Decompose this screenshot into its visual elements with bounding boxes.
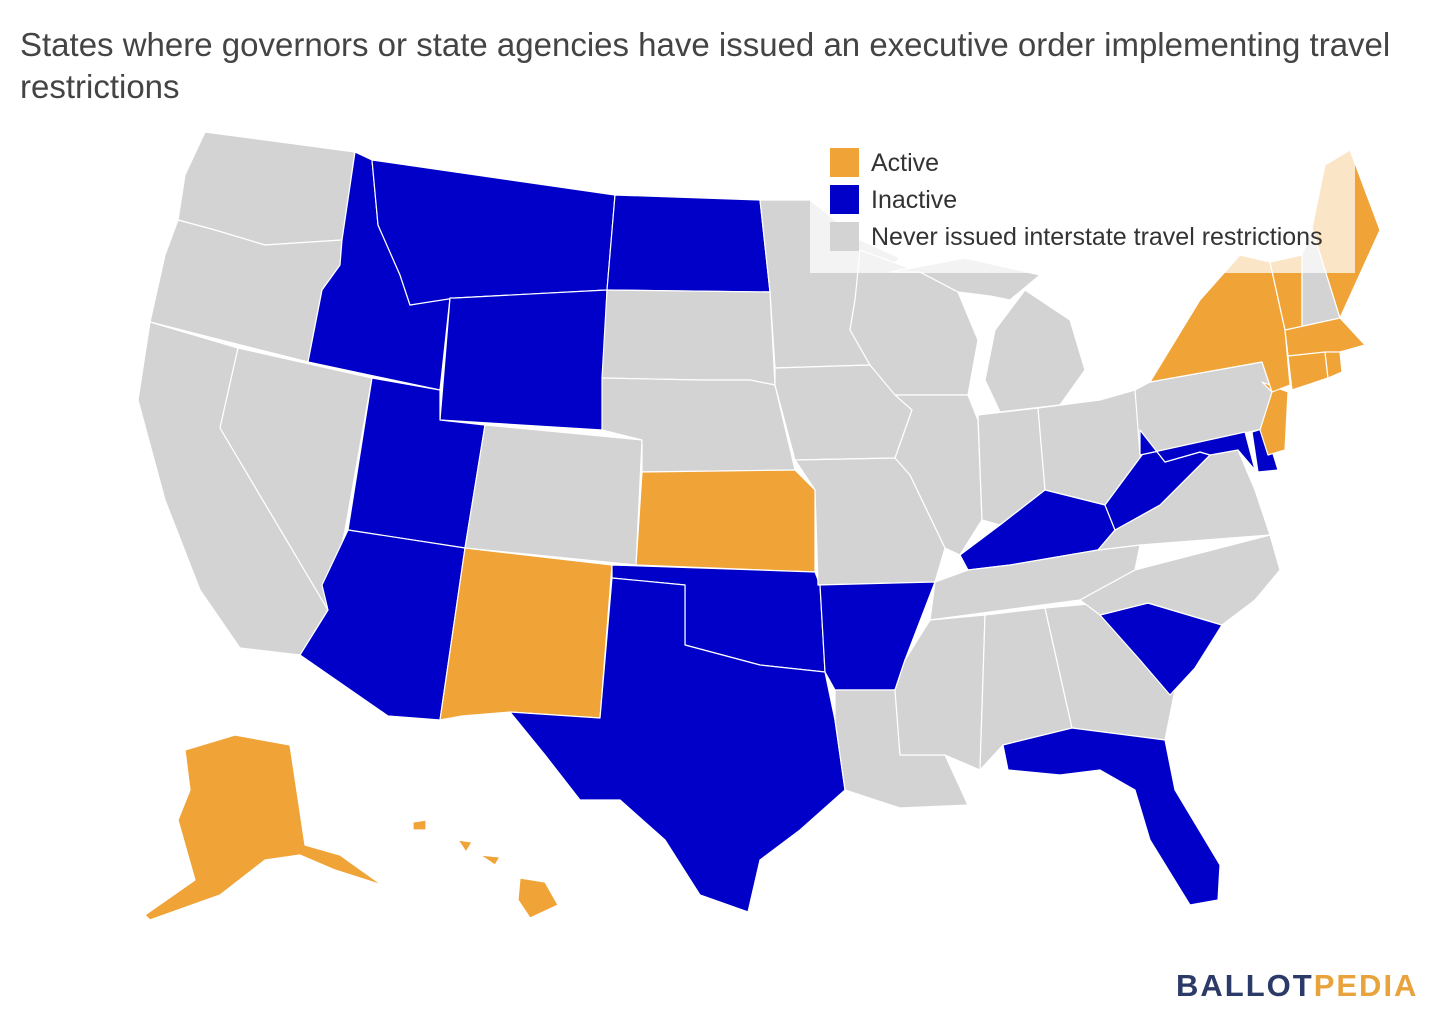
state-massachusetts[interactable] bbox=[1284, 317, 1366, 357]
state-rhode-island[interactable] bbox=[1324, 351, 1343, 379]
map-title: States where governors or state agencies… bbox=[20, 26, 1391, 105]
state-florida[interactable] bbox=[1002, 727, 1221, 906]
legend-swatch-active bbox=[830, 148, 859, 177]
legend-label-active: Active bbox=[871, 149, 940, 177]
map-legend: Active Inactive Never issued interstate … bbox=[810, 137, 1355, 273]
state-north-dakota[interactable] bbox=[606, 194, 771, 293]
state-kansas[interactable] bbox=[635, 469, 816, 573]
state-colorado[interactable] bbox=[464, 424, 643, 566]
logo-text-ballot: BALLOT bbox=[1176, 968, 1314, 1003]
state-wyoming[interactable] bbox=[439, 289, 608, 431]
legend-swatch-inactive bbox=[830, 185, 859, 214]
state-north-carolina[interactable] bbox=[1079, 534, 1281, 626]
state-new-mexico[interactable] bbox=[439, 547, 613, 721]
legend-label-inactive: Inactive bbox=[871, 186, 958, 214]
state-connecticut[interactable] bbox=[1287, 351, 1329, 391]
ballotpedia-logo[interactable]: BALLOTPEDIA bbox=[1176, 968, 1418, 1004]
state-hawaii[interactable] bbox=[412, 819, 559, 919]
state-texas[interactable] bbox=[509, 577, 846, 913]
legend-swatch-never bbox=[830, 222, 859, 251]
state-illinois[interactable] bbox=[894, 394, 983, 556]
state-alaska[interactable] bbox=[144, 734, 383, 921]
logo-text-pedia: PEDIA bbox=[1313, 968, 1419, 1003]
state-maryland[interactable] bbox=[1139, 429, 1256, 471]
state-montana[interactable] bbox=[371, 159, 616, 306]
state-south-dakota[interactable] bbox=[601, 289, 776, 386]
legend-label-never: Never issued interstate travel restricti… bbox=[871, 223, 1323, 251]
